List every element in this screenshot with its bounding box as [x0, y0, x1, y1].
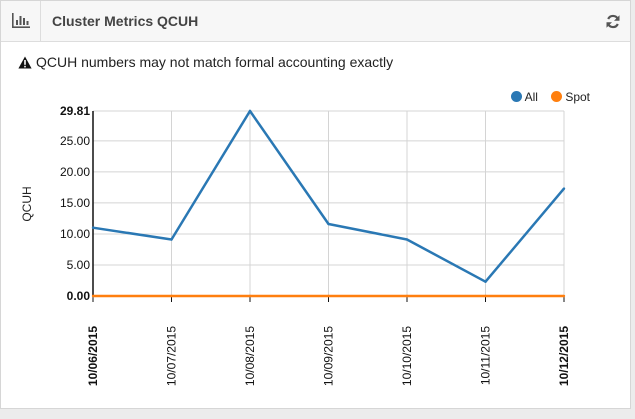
cluster-metrics-panel: Cluster Metrics QCUH QCUH numbers may no…: [0, 0, 631, 409]
panel-header: Cluster Metrics QCUH: [1, 1, 630, 42]
data-point-all: [91, 226, 95, 229]
data-point-all: [248, 109, 252, 113]
legend-swatch-spot: [551, 91, 563, 102]
legend-label-all: All: [524, 90, 538, 104]
data-point-spot: [91, 294, 95, 298]
data-point-all: [484, 280, 487, 283]
data-point-spot: [484, 294, 487, 298]
data-point-all: [327, 222, 330, 226]
y-tick-label: 29.81: [60, 104, 90, 118]
data-point-all: [562, 187, 566, 190]
refresh-button[interactable]: [602, 11, 624, 33]
y-tick-label: 15.00: [60, 196, 90, 210]
x-tick-label: 10/06/2015: [86, 326, 100, 386]
x-tick-label: 10/10/2015: [400, 326, 414, 386]
x-tick-label: 10/08/2015: [243, 326, 257, 386]
data-point-spot: [405, 294, 409, 298]
y-tick-label: 10.00: [60, 227, 90, 241]
accounting-warning: QCUH numbers may not match formal accoun…: [18, 54, 393, 70]
panel-title: Cluster Metrics QCUH: [52, 13, 199, 29]
legend-item-all[interactable]: All: [510, 90, 538, 104]
refresh-icon: [606, 14, 620, 29]
chart-legend: All Spot: [501, 90, 590, 104]
qcuh-line-chart: QCUH 0.00 5.00 10.00 15.00 20.00 25.00 29.81 10…: [20, 104, 571, 386]
x-tick-label: 10/07/2015: [165, 326, 179, 386]
data-point-spot: [170, 294, 173, 298]
legend-label-spot: Spot: [565, 90, 590, 104]
data-point-spot: [327, 294, 330, 298]
bar-chart-icon: [1, 1, 41, 41]
data-point-all: [170, 238, 173, 241]
data-point-spot: [248, 294, 252, 298]
legend-item-spot[interactable]: Spot: [551, 90, 590, 104]
warning-icon: [18, 56, 32, 69]
y-axis-label: QCUH: [20, 186, 34, 221]
y-tick-label: 0.00: [67, 289, 91, 303]
y-tick-label: 25.00: [60, 134, 90, 148]
x-tick-label: 10/12/2015: [557, 326, 571, 386]
legend-swatch-all: [510, 91, 522, 102]
x-tick-label: 10/11/2015: [479, 326, 493, 385]
x-tick-label: 10/09/2015: [322, 326, 336, 386]
warning-text: QCUH numbers may not match formal accoun…: [36, 54, 394, 70]
data-point-all: [405, 238, 409, 241]
data-point-spot: [562, 294, 566, 298]
y-tick-label: 5.00: [67, 258, 91, 272]
y-tick-label: 20.00: [60, 165, 90, 179]
